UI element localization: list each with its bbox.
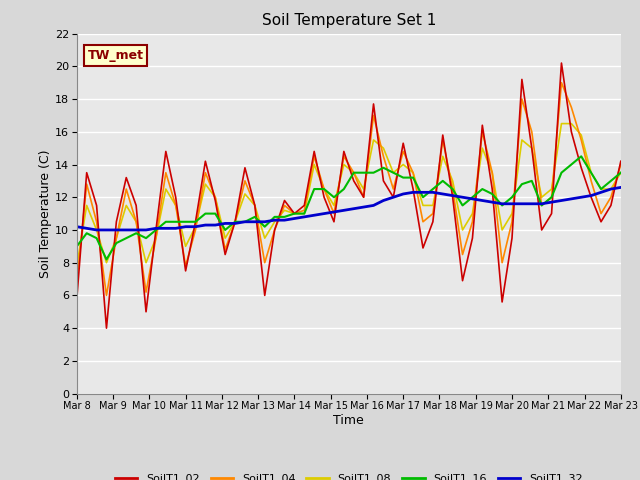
- Text: TW_met: TW_met: [88, 49, 144, 62]
- Y-axis label: Soil Temperature (C): Soil Temperature (C): [39, 149, 52, 278]
- X-axis label: Time: Time: [333, 414, 364, 427]
- Title: Soil Temperature Set 1: Soil Temperature Set 1: [262, 13, 436, 28]
- Legend: SoilT1_02, SoilT1_04, SoilT1_08, SoilT1_16, SoilT1_32: SoilT1_02, SoilT1_04, SoilT1_08, SoilT1_…: [110, 469, 588, 480]
